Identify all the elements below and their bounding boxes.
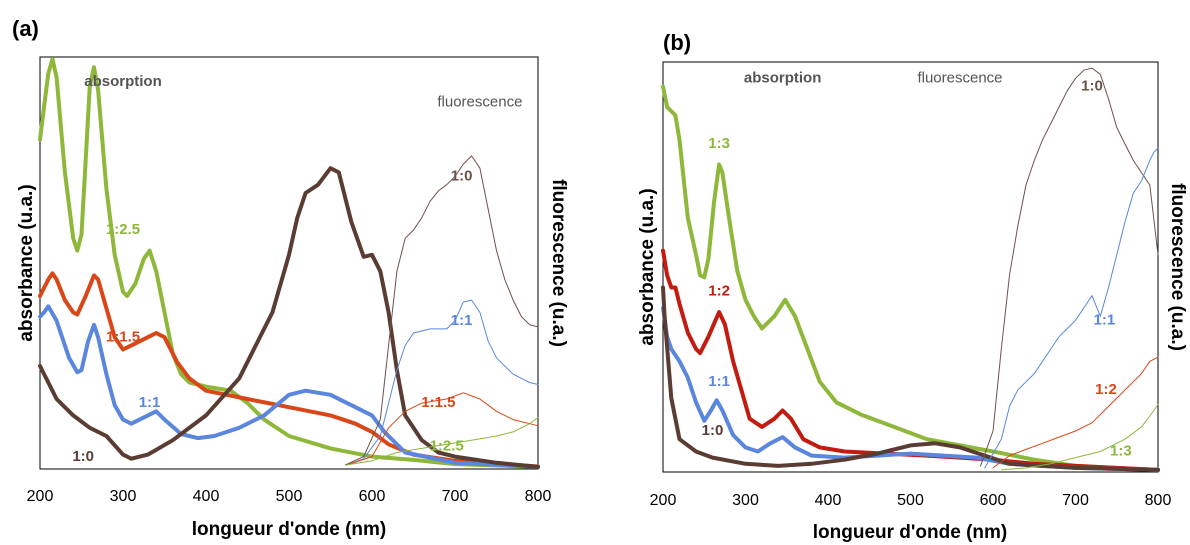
series-label-fluorescence: 1:1 bbox=[1094, 311, 1116, 328]
series-line-fluorescence-1-0 bbox=[980, 67, 1159, 467]
panel-a-plot-frame bbox=[39, 56, 539, 470]
series-label-absorption: 1:2 bbox=[708, 283, 730, 300]
chart-panel-a: (a) 1:2.5 1:1.5 1:1 1:0 1:0 1:1 1:1.5 1:2.5 abso… bbox=[12, 16, 569, 540]
series-label-absorption: 1:1.5 bbox=[106, 328, 140, 345]
series-line-absorption-1-2-5 bbox=[38, 57, 540, 469]
x-tick-label: 700 bbox=[442, 488, 469, 505]
series-label-absorption: 1:2.5 bbox=[106, 221, 140, 238]
series-label-fluorescence: 1:1 bbox=[451, 312, 473, 329]
panel-b-y-axis-title: absorbance (u.a.) bbox=[637, 188, 658, 345]
x-tick-label: 300 bbox=[110, 488, 137, 505]
x-tick-label: 200 bbox=[27, 488, 54, 505]
section-annotation: absorption bbox=[84, 73, 162, 90]
x-tick-label: 800 bbox=[525, 488, 552, 505]
panel-b-label: (b) bbox=[663, 30, 691, 55]
series-label-fluorescence: 1:0 bbox=[1081, 78, 1103, 95]
series-label-fluorescence: 1:2.5 bbox=[430, 437, 464, 454]
series-line-absorption-1-1-5 bbox=[38, 271, 540, 469]
series-line-fluorescence-1-2-5 bbox=[346, 417, 539, 466]
panel-a-x-ticks: 200 300 400 500 600 700 800 bbox=[27, 488, 552, 505]
x-tick-label: 400 bbox=[815, 492, 842, 509]
x-tick-label: 800 bbox=[1145, 492, 1172, 509]
panel-b-x-axis-title: longueur d'onde (nm) bbox=[813, 522, 1008, 543]
x-tick-label: 300 bbox=[732, 492, 759, 509]
series-line-absorption-1-1 bbox=[661, 306, 1160, 472]
series-line-absorption-1-3 bbox=[661, 84, 1160, 472]
series-label-fluorescence: 1:2 bbox=[1095, 381, 1117, 398]
series-label-absorption: 1:0 bbox=[72, 448, 94, 465]
x-tick-label: 200 bbox=[650, 492, 677, 509]
panel-a-x-axis-title: longueur d'onde (nm) bbox=[192, 519, 387, 540]
x-tick-label: 400 bbox=[193, 488, 220, 505]
x-tick-label: 600 bbox=[359, 488, 386, 505]
series-label-fluorescence: 1:1.5 bbox=[421, 394, 455, 411]
series-label-fluorescence: 1:0 bbox=[451, 168, 473, 185]
x-tick-label: 700 bbox=[1062, 492, 1089, 509]
chart-panel-b: (b) 1:3 1:2 1:1 1:0 1:0 1:1 1:2 1:3 absorption fl… bbox=[637, 30, 1188, 543]
panel-a-y-axis-title: absorbance (u.a.) bbox=[16, 184, 37, 341]
series-line-fluorescence-1-1-5 bbox=[346, 392, 539, 466]
panel-a-plot-area: 1:2.5 1:1.5 1:1 1:0 1:0 1:1 1:1.5 1:2.5 absorpti… bbox=[38, 57, 540, 469]
series-line-absorption-1-0 bbox=[38, 166, 540, 469]
series-line-absorption-1-1 bbox=[38, 304, 540, 469]
series-label-fluorescence: 1:3 bbox=[1110, 443, 1132, 460]
panel-b-plot-area: 1:3 1:2 1:1 1:0 1:0 1:1 1:2 1:3 absorption fluore… bbox=[661, 67, 1160, 472]
x-tick-label: 500 bbox=[276, 488, 303, 505]
section-annotation: absorption bbox=[744, 70, 822, 87]
panel-a-label: (a) bbox=[12, 16, 39, 41]
section-annotation: fluorescence bbox=[917, 70, 1002, 87]
x-tick-label: 500 bbox=[897, 492, 924, 509]
series-label-absorption: 1:0 bbox=[702, 422, 724, 439]
series-line-fluorescence-1-2 bbox=[992, 356, 1159, 469]
series-label-absorption: 1:1 bbox=[139, 394, 161, 411]
section-annotation: fluorescence bbox=[437, 93, 522, 110]
series-line-fluorescence-1-1 bbox=[984, 147, 1159, 469]
panel-b-x-ticks: 200 300 400 500 600 700 800 bbox=[650, 492, 1172, 509]
series-line-absorption-1-0 bbox=[661, 285, 1160, 472]
panel-b-right-axis-title: fluorescence (u.a.) bbox=[1167, 183, 1188, 351]
x-tick-label: 600 bbox=[980, 492, 1007, 509]
series-line-fluorescence-1-0 bbox=[344, 155, 539, 466]
series-label-absorption: 1:1 bbox=[708, 373, 730, 390]
series-line-fluorescence-1-1 bbox=[346, 299, 539, 466]
series-line-fluorescence-1-3 bbox=[1000, 403, 1159, 471]
panel-a-right-axis-title: fluorescence (u.a.) bbox=[548, 179, 569, 347]
series-label-absorption: 1:3 bbox=[708, 135, 730, 152]
panel-b-plot-frame bbox=[662, 61, 1159, 473]
